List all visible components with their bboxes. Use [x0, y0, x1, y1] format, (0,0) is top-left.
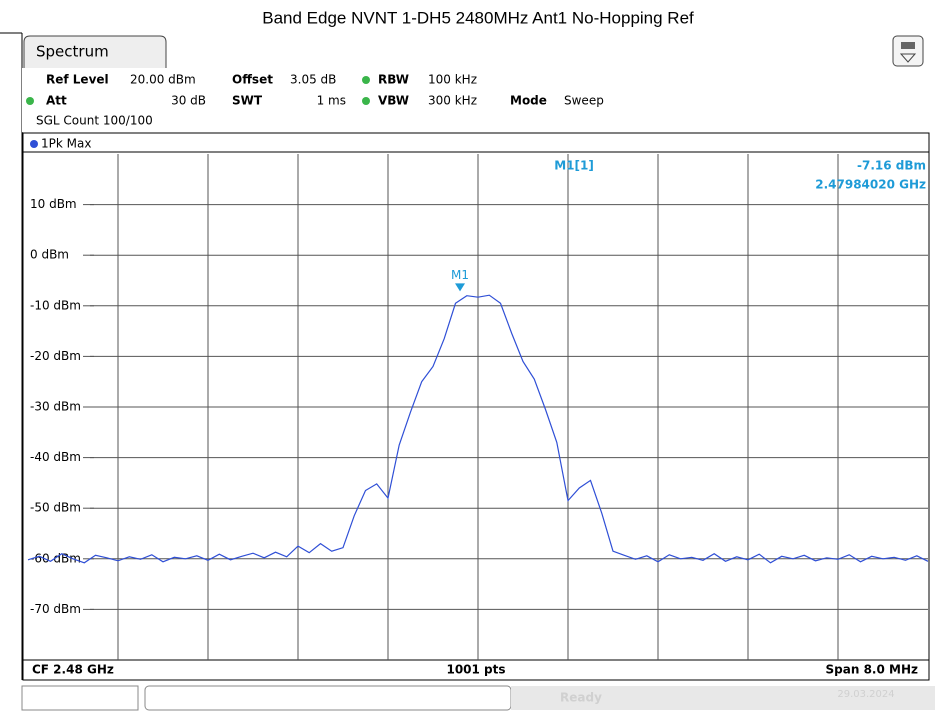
status-field [21, 685, 139, 711]
status-state: Ready [560, 691, 602, 705]
marker [455, 283, 466, 292]
indicator [26, 97, 34, 105]
status-field [144, 685, 512, 711]
value: 100 kHz [428, 73, 477, 87]
footer-center: 1001 pts [446, 663, 505, 677]
marker-y: -7.16 dBm [857, 159, 926, 173]
label: VBW [378, 94, 409, 108]
y-tick-label: -30 dBm [30, 400, 81, 414]
value: 1 ms [317, 94, 346, 108]
label: Offset [232, 73, 273, 87]
value: 3.05 dB [290, 73, 336, 87]
value: 30 dB [171, 94, 206, 108]
tab-label[interactable]: Spectrum [36, 43, 109, 61]
y-tick-label: -50 dBm [30, 501, 81, 515]
y-tick-label: -40 dBm [30, 450, 81, 464]
footer-left: CF 2.48 GHz [32, 663, 114, 677]
y-tick-label: 0 dBm [30, 248, 69, 262]
value: Sweep [564, 94, 604, 108]
footer-right: Span 8.0 MHz [826, 663, 918, 677]
value: 20.00 dBm [130, 73, 196, 87]
y-tick-label: 10 dBm [30, 197, 77, 211]
status-date: 29.03.2024 [837, 689, 894, 700]
indicator [362, 76, 370, 84]
status-bar [511, 686, 935, 710]
value: 300 kHz [428, 94, 477, 108]
menu-button[interactable] [892, 35, 924, 67]
settings-panel [22, 68, 930, 132]
count: SGL Count 100/100 [36, 114, 153, 128]
trace-label: 1Pk Max [41, 137, 91, 151]
chart-title: Band Edge NVNT 1-DH5 2480MHz Ant1 No-Hop… [262, 8, 694, 27]
marker-readout: M1[1] [554, 159, 594, 173]
y-tick-label: -70 dBm [30, 602, 81, 616]
label: Mode [510, 94, 547, 108]
label: Att [46, 94, 67, 108]
marker-name: M1 [451, 268, 469, 282]
trace [27, 294, 929, 564]
y-tick-label: -10 dBm [30, 298, 81, 312]
indicator [362, 97, 370, 105]
label: Ref Level [46, 73, 109, 87]
menu-icon [901, 42, 915, 49]
y-tick-label: -20 dBm [30, 349, 81, 363]
tab[interactable] [23, 35, 167, 68]
trace-indicator [30, 140, 38, 148]
marker-x: 2.47984020 GHz [815, 178, 926, 192]
label: RBW [378, 73, 409, 87]
menu-icon [899, 53, 917, 63]
label: SWT [232, 94, 263, 108]
